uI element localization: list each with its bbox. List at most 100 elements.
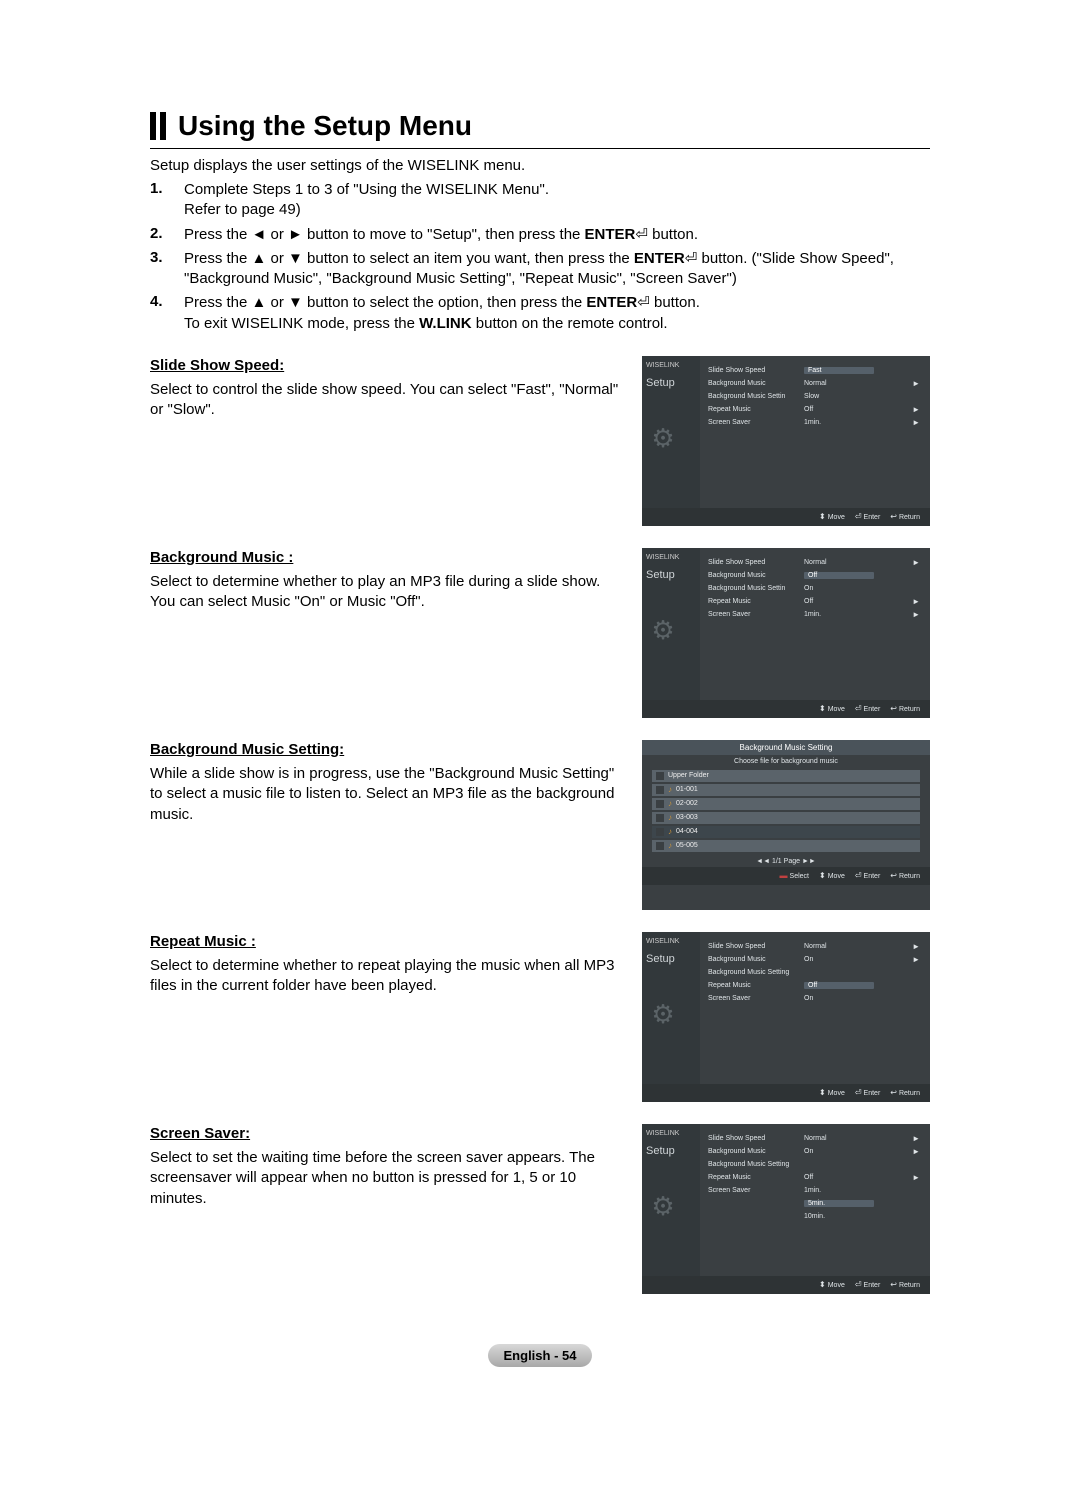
tv-row-label: Background Music [708, 956, 804, 963]
page-number: English - 54 [150, 1344, 930, 1367]
tv-footer: ⬍Move⏎Enter↩Return [642, 700, 930, 718]
tv-file-name: 01-001 [676, 786, 698, 793]
tv-row-label: Screen Saver [708, 995, 804, 1002]
music-note-icon: ♪ [668, 785, 672, 794]
gear-icon: ⚙ [646, 613, 680, 647]
screenshot-container: WISELINKSetup⚙Slide Show SpeedNormal►Bac… [642, 548, 930, 718]
tv-file-name: Upper Folder [668, 772, 709, 779]
tv-row-label: Background Music Settin [708, 393, 804, 400]
document-page: Using the Setup Menu Setup displays the … [0, 0, 1080, 1427]
tv-row-value: 5min. [804, 1200, 874, 1207]
tv-screenshot-filelist: Background Music SettingChoose file for … [642, 740, 930, 910]
tv-file-name: 02-002 [676, 800, 698, 807]
chevron-right-icon: ► [912, 1173, 920, 1182]
tv-menu-row[interactable]: 5min. [708, 1197, 920, 1210]
tv-menu-row[interactable]: Background Music SettinOn [708, 582, 920, 595]
tv-row-label: Background Music [708, 1148, 804, 1155]
tv-menu-row[interactable]: Repeat MusicOff [708, 979, 920, 992]
chevron-right-icon: ► [912, 1134, 920, 1143]
tv-menu-row[interactable]: Screen Saver1min.► [708, 416, 920, 429]
section-heading: Repeat Music : [150, 932, 256, 952]
tv-menu-row[interactable]: Background MusicOn► [708, 953, 920, 966]
tv-row-label: Repeat Music [708, 406, 804, 413]
chevron-right-icon: ► [912, 558, 920, 567]
tv-menu-row[interactable]: Slide Show SpeedNormal► [708, 940, 920, 953]
tv-file-row[interactable]: ♪ 01-001 [652, 784, 920, 796]
tv-menu-row[interactable]: Background Music SettinSlow [708, 390, 920, 403]
tv-row-label: Background Music [708, 572, 804, 579]
tv-menu-row[interactable]: Repeat MusicOff► [708, 403, 920, 416]
gear-icon: ⚙ [646, 997, 680, 1031]
tv-row-value: Fast [804, 367, 874, 374]
steps-list: 1.Complete Steps 1 to 3 of "Using the WI… [150, 180, 930, 334]
tv-menu-row[interactable]: Background Music Setting [708, 966, 920, 979]
tv-row-label: Repeat Music [708, 1174, 804, 1181]
chevron-right-icon: ► [912, 597, 920, 606]
step-item: 1.Complete Steps 1 to 3 of "Using the WI… [150, 180, 930, 221]
step-body: Complete Steps 1 to 3 of "Using the WISE… [184, 180, 930, 221]
tv-main: Slide Show SpeedFastBackground MusicNorm… [700, 356, 930, 508]
section-heading: Screen Saver: [150, 1124, 250, 1144]
gear-icon: ⚙ [646, 1189, 680, 1223]
tv-file-row[interactable]: ♪ 05-005 [652, 840, 920, 852]
tv-row-label: Background Music [708, 380, 804, 387]
tv-menu-row[interactable]: Screen SaverOn [708, 992, 920, 1005]
tv-menu-row[interactable]: 10min. [708, 1210, 920, 1223]
tv-menu-row[interactable]: Background MusicNormal► [708, 377, 920, 390]
tv-file-row[interactable]: ♪02-002 [652, 798, 920, 810]
tv-filelist-subtitle: Choose file for background music [642, 755, 930, 768]
tv-file-row[interactable]: Upper Folder [652, 770, 920, 782]
section-text: Background Music :Select to determine wh… [150, 548, 624, 718]
tv-footer: ⬍Move⏎Enter↩Return [642, 508, 930, 526]
tv-file-name: 04-004 [676, 828, 698, 835]
tv-row-value: Off [804, 406, 874, 413]
section-heading: Background Music : [150, 548, 293, 568]
tv-row-value: Normal [804, 943, 874, 950]
tv-menu-row[interactable]: Screen Saver1min.► [708, 608, 920, 621]
tv-row-value: Normal [804, 380, 874, 387]
tv-menu-row[interactable]: Repeat MusicOff► [708, 595, 920, 608]
tv-file-name: 05-005 [676, 842, 698, 849]
tv-row-label: Repeat Music [708, 598, 804, 605]
tv-row-value: 10min. [804, 1213, 874, 1220]
step-number: 3. [150, 249, 184, 290]
tv-menu-row[interactable]: Slide Show SpeedNormal► [708, 556, 920, 569]
tv-file-row[interactable]: ♪04-004 [652, 826, 920, 838]
step-item: 2.Press the ◄ or ► button to move to "Se… [150, 225, 930, 245]
section-text: Screen Saver:Select to set the waiting t… [150, 1124, 624, 1294]
checkbox-icon [656, 828, 664, 836]
tv-menu-row[interactable]: Repeat MusicOff► [708, 1171, 920, 1184]
tv-menu-row[interactable]: Slide Show SpeedFast [708, 364, 920, 377]
tv-row-value: Slow [804, 393, 874, 400]
setup-label: Setup [646, 569, 696, 581]
section-body: While a slide show is in progress, use t… [150, 764, 624, 825]
section-body: Select to determine whether to repeat pl… [150, 956, 624, 997]
tv-row-label: Slide Show Speed [708, 559, 804, 566]
tv-menu-row[interactable]: Background MusicOff [708, 569, 920, 582]
title-decoration [150, 112, 166, 140]
step-item: 4.Press the ▲ or ▼ button to select the … [150, 293, 930, 334]
chevron-right-icon: ► [912, 610, 920, 619]
tv-footer: ⬍Move⏎Enter↩Return [642, 1276, 930, 1294]
tv-sidebar: WISELINKSetup⚙ [642, 548, 700, 700]
tv-menu-row[interactable]: Background Music Setting [708, 1158, 920, 1171]
tv-menu-row[interactable]: Background MusicOn► [708, 1145, 920, 1158]
tv-row-value: On [804, 585, 874, 592]
setup-label: Setup [646, 377, 696, 389]
tv-menu-row[interactable]: Slide Show SpeedNormal ► [708, 1132, 920, 1145]
tv-menu-row[interactable]: Screen Saver1min. [708, 1184, 920, 1197]
tv-main: Slide Show SpeedNormal►Background MusicO… [700, 548, 930, 700]
tv-row-value: 1min. [804, 1187, 874, 1194]
tv-main: Slide Show SpeedNormal►Background MusicO… [700, 932, 930, 1084]
tv-file-row[interactable]: ♪03-003 [652, 812, 920, 824]
wiselink-label: WISELINK [646, 1130, 696, 1137]
section-row: Screen Saver:Select to set the waiting t… [150, 1124, 930, 1294]
screenshot-container: WISELINKSetup⚙Slide Show SpeedFastBackgr… [642, 356, 930, 526]
chevron-right-icon: ► [912, 955, 920, 964]
music-note-icon: ♪ [668, 841, 672, 850]
setup-label: Setup [646, 1145, 696, 1157]
tv-row-value: 1min. [804, 611, 874, 618]
tv-row-value: Normal [804, 1135, 874, 1142]
tv-row-label: Slide Show Speed [708, 1135, 804, 1142]
checkbox-icon [656, 772, 664, 780]
